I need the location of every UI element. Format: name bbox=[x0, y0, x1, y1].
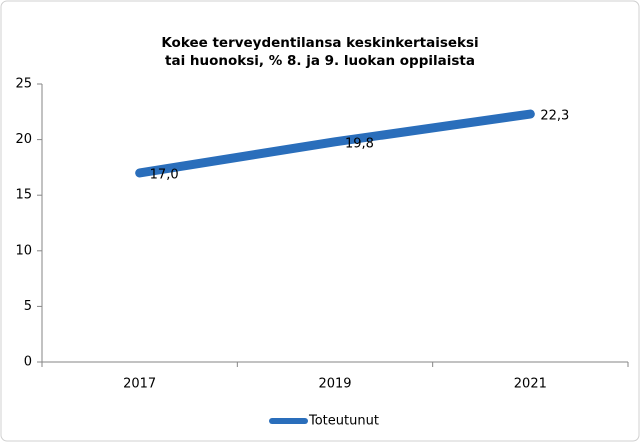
data-line bbox=[135, 109, 535, 178]
y-tick-label: 5 bbox=[24, 299, 32, 314]
y-tick-label: 0 bbox=[24, 355, 32, 370]
data-label: 22,3 bbox=[540, 109, 569, 124]
legend-label: Toteutunut bbox=[308, 414, 379, 429]
data-label: 19,8 bbox=[345, 136, 374, 151]
y-tick-label: 10 bbox=[15, 243, 32, 258]
chart-title: Kokee terveydentilansa keskinkertaiseksi… bbox=[161, 35, 479, 69]
y-tick-label: 20 bbox=[15, 132, 32, 147]
x-tick-label: 2019 bbox=[318, 377, 351, 392]
y-tick-label: 15 bbox=[15, 188, 32, 203]
x-tick-label: 2017 bbox=[123, 377, 156, 392]
y-tick-label: 25 bbox=[15, 77, 32, 92]
data-label: 17,0 bbox=[150, 167, 179, 182]
x-tick-label: 2021 bbox=[514, 377, 547, 392]
